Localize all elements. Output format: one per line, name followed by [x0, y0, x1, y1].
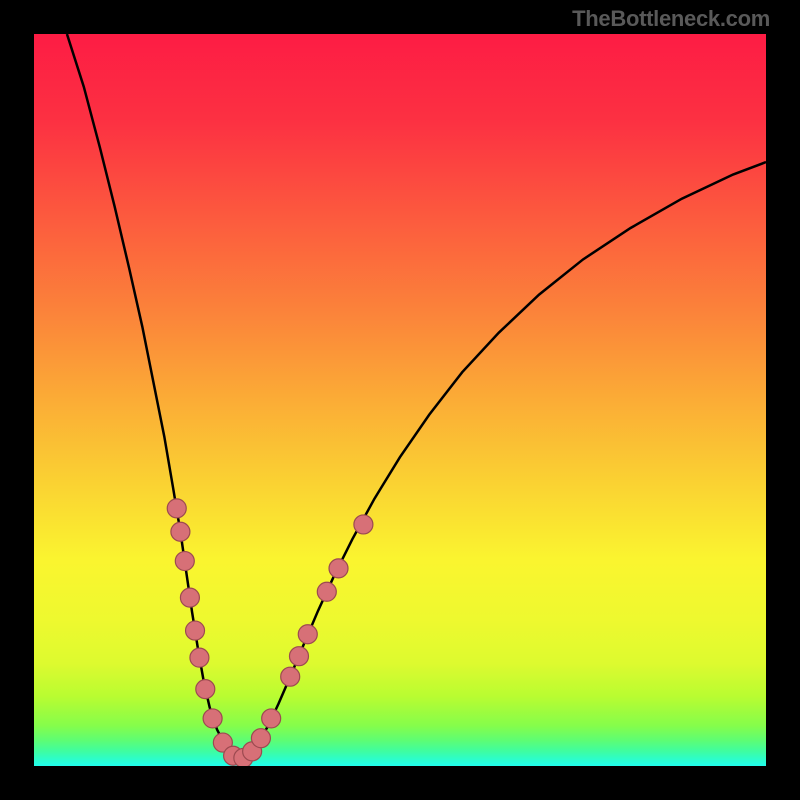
data-marker [196, 680, 215, 699]
data-marker [171, 522, 190, 541]
data-marker [186, 621, 205, 640]
data-marker [180, 588, 199, 607]
data-marker [298, 625, 317, 644]
data-marker [167, 499, 186, 518]
data-marker [329, 559, 348, 578]
curve-layer [34, 34, 766, 766]
data-marker [317, 582, 336, 601]
data-marker [175, 552, 194, 571]
data-marker [251, 729, 270, 748]
bottleneck-curve [67, 34, 766, 759]
plot-area [34, 34, 766, 766]
data-marker [203, 709, 222, 728]
data-marker [281, 667, 300, 686]
data-marker [289, 647, 308, 666]
data-marker [354, 515, 373, 534]
watermark-text: TheBottleneck.com [572, 6, 770, 32]
data-markers [167, 499, 373, 766]
data-marker [190, 648, 209, 667]
data-marker [262, 709, 281, 728]
